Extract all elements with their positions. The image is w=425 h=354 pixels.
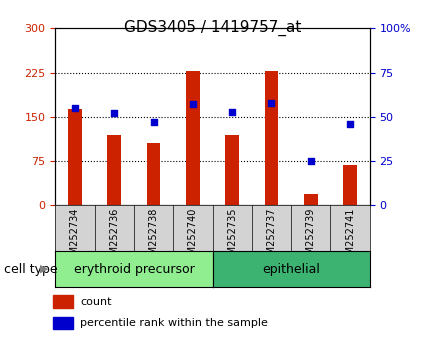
Text: GSM252740: GSM252740 bbox=[188, 207, 198, 267]
Text: GSM252739: GSM252739 bbox=[306, 207, 316, 267]
Point bbox=[71, 105, 78, 111]
Bar bbox=[54, 295, 73, 308]
Text: percentile rank within the sample: percentile rank within the sample bbox=[80, 318, 268, 328]
Bar bbox=[186, 71, 200, 205]
Text: epithelial: epithelial bbox=[262, 263, 320, 275]
Text: GSM252737: GSM252737 bbox=[266, 207, 277, 267]
Point bbox=[190, 102, 196, 107]
Text: GSM252735: GSM252735 bbox=[227, 207, 237, 267]
Text: cell type: cell type bbox=[4, 263, 58, 275]
Text: GSM252741: GSM252741 bbox=[345, 207, 355, 267]
Text: count: count bbox=[80, 297, 111, 307]
Text: erythroid precursor: erythroid precursor bbox=[74, 263, 194, 275]
Text: GSM252738: GSM252738 bbox=[148, 207, 159, 267]
Point bbox=[150, 119, 157, 125]
Text: GSM252736: GSM252736 bbox=[109, 207, 119, 267]
Bar bbox=[265, 71, 278, 205]
Bar bbox=[54, 316, 73, 329]
Point bbox=[268, 100, 275, 105]
Point bbox=[347, 121, 354, 127]
Bar bbox=[304, 194, 317, 205]
Text: GSM252734: GSM252734 bbox=[70, 207, 80, 267]
Point bbox=[111, 110, 118, 116]
Bar bbox=[343, 165, 357, 205]
Text: ▶: ▶ bbox=[40, 264, 49, 274]
Text: GDS3405 / 1419757_at: GDS3405 / 1419757_at bbox=[124, 19, 301, 36]
Bar bbox=[225, 135, 239, 205]
Bar bbox=[147, 143, 160, 205]
Bar bbox=[108, 135, 121, 205]
Point bbox=[229, 109, 235, 114]
Point bbox=[307, 158, 314, 164]
Bar bbox=[68, 109, 82, 205]
